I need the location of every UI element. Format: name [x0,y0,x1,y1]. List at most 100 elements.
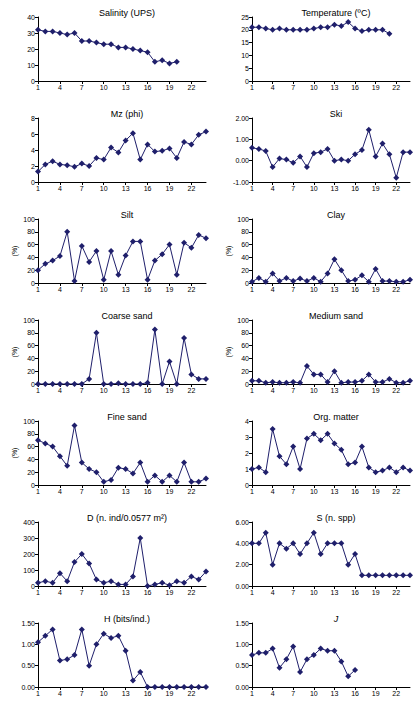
svg-text:0: 0 [31,381,35,388]
svg-text:7: 7 [80,488,84,495]
svg-text:60: 60 [27,342,35,349]
svg-text:40: 40 [241,254,249,261]
svg-text:7: 7 [291,286,295,293]
svg-text:13: 13 [122,185,130,192]
svg-text:4: 4 [245,418,249,425]
svg-text:0: 0 [31,482,35,489]
svg-text:100: 100 [237,216,249,223]
svg-text:7: 7 [291,185,295,192]
svg-text:4: 4 [58,690,62,697]
svg-text:1: 1 [36,589,40,596]
svg-text:200: 200 [23,551,35,558]
svg-text:10: 10 [310,286,318,293]
svg-text:J: J [333,614,339,624]
svg-text:13: 13 [331,690,339,697]
svg-text:7: 7 [80,185,84,192]
svg-text:1: 1 [36,387,40,394]
svg-text:7: 7 [291,387,295,394]
svg-text:Silt: Silt [121,210,134,220]
svg-text:4: 4 [271,488,275,495]
svg-text:6: 6 [31,131,35,138]
svg-text:15: 15 [241,39,249,46]
svg-text:16: 16 [351,286,359,293]
svg-text:19: 19 [166,387,174,394]
svg-text:100: 100 [23,567,35,574]
svg-text:4: 4 [271,185,275,192]
svg-text:13: 13 [331,286,339,293]
svg-text:7: 7 [291,84,295,91]
svg-text:60: 60 [27,241,35,248]
svg-text:Clay: Clay [327,210,346,220]
svg-text:100: 100 [23,317,35,324]
svg-text:22: 22 [392,286,400,293]
svg-text:0.00: 0.00 [235,583,249,590]
svg-text:13: 13 [122,387,130,394]
svg-text:80: 80 [27,228,35,235]
svg-text:13: 13 [331,589,339,596]
svg-text:10: 10 [310,84,318,91]
svg-text:22: 22 [392,84,400,91]
svg-text:80: 80 [241,228,249,235]
svg-text:7: 7 [80,84,84,91]
svg-text:Mz (phi): Mz (phi) [111,109,144,119]
svg-text:1.50: 1.50 [235,620,249,627]
svg-text:19: 19 [372,690,380,697]
svg-text:22: 22 [187,286,195,293]
svg-text:4: 4 [271,589,275,596]
svg-text:19: 19 [166,589,174,596]
svg-text:1: 1 [250,387,254,394]
svg-text:1: 1 [250,690,254,697]
svg-text:5: 5 [245,65,249,72]
svg-text:19: 19 [166,286,174,293]
svg-text:0: 0 [245,280,249,287]
svg-text:22: 22 [392,690,400,697]
svg-text:7: 7 [291,488,295,495]
svg-text:60: 60 [241,241,249,248]
svg-text:16: 16 [144,286,152,293]
svg-text:(%): (%) [225,246,233,257]
svg-text:7: 7 [80,690,84,697]
svg-text:1: 1 [36,185,40,192]
svg-text:1: 1 [245,466,249,473]
svg-text:D (n. ind/0.0577 m²): D (n. ind/0.0577 m²) [87,513,167,523]
svg-text:100: 100 [237,317,249,324]
svg-text:(%): (%) [11,246,19,257]
svg-text:0: 0 [245,482,249,489]
svg-text:1: 1 [36,488,40,495]
svg-text:19: 19 [166,488,174,495]
svg-text:22: 22 [392,185,400,192]
svg-text:16: 16 [351,690,359,697]
svg-text:3: 3 [245,434,249,441]
svg-text:100: 100 [23,216,35,223]
svg-text:0: 0 [31,179,35,186]
svg-text:10: 10 [100,185,108,192]
svg-text:7: 7 [80,286,84,293]
svg-text:1: 1 [36,286,40,293]
svg-text:19: 19 [372,589,380,596]
svg-text:16: 16 [351,387,359,394]
svg-text:7: 7 [80,589,84,596]
svg-text:19: 19 [372,286,380,293]
svg-text:80: 80 [27,329,35,336]
svg-text:10: 10 [310,690,318,697]
svg-text:Medium sand: Medium sand [309,311,363,321]
svg-text:Fine sand: Fine sand [107,412,147,422]
svg-text:7: 7 [291,690,295,697]
svg-text:40: 40 [27,355,35,362]
svg-text:4: 4 [58,286,62,293]
svg-text:Salinity (UPS): Salinity (UPS) [99,8,155,18]
svg-text:1.00: 1.00 [235,641,249,648]
svg-text:Org. matter: Org. matter [313,412,359,422]
svg-text:40: 40 [27,14,35,21]
svg-text:60: 60 [241,342,249,349]
svg-text:4: 4 [58,387,62,394]
svg-text:10: 10 [100,84,108,91]
svg-text:1: 1 [250,84,254,91]
svg-text:20: 20 [27,469,35,476]
svg-text:S (n. spp): S (n. spp) [316,513,355,523]
svg-text:16: 16 [144,185,152,192]
svg-text:10: 10 [100,690,108,697]
svg-text:16: 16 [144,589,152,596]
svg-text:0.50: 0.50 [235,662,249,669]
svg-text:2.00: 2.00 [235,115,249,122]
